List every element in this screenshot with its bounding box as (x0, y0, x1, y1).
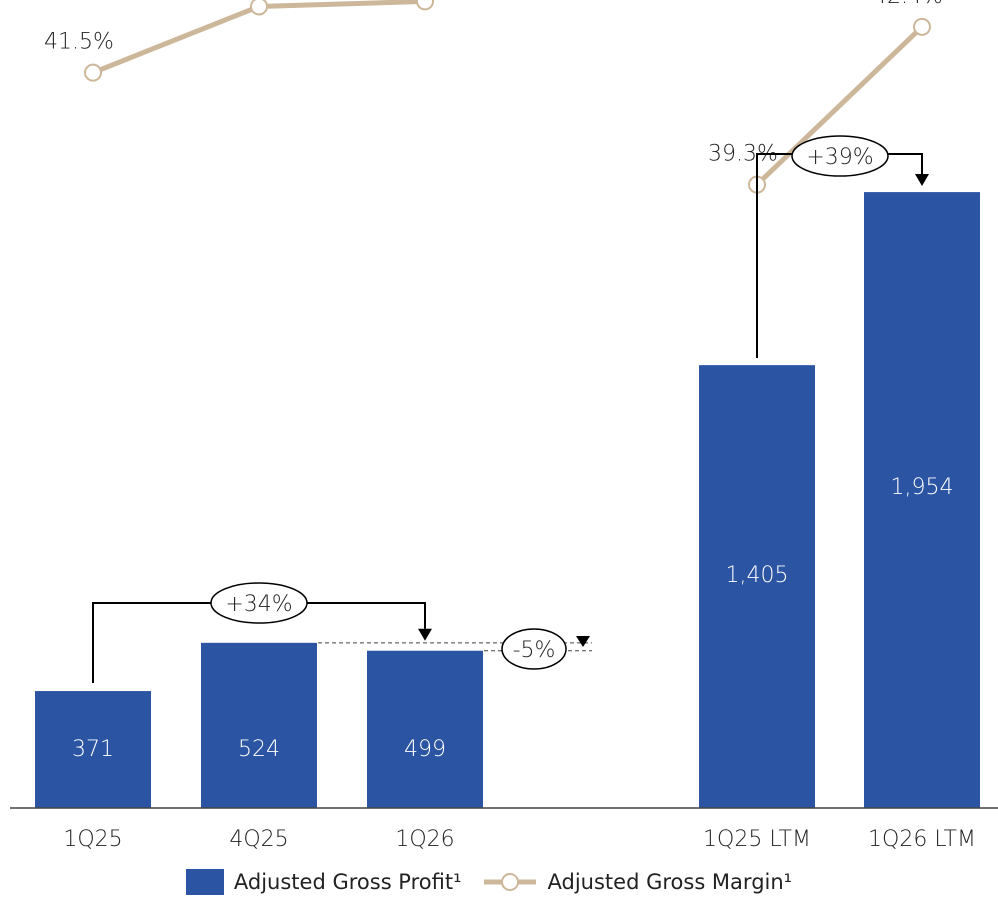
bar-1q25 (35, 691, 151, 808)
x-tick-1q25-ltm: 1Q25 LTM (703, 827, 811, 852)
annotation-1-label: +34% (225, 592, 292, 617)
x-tick-1q26: 1Q26 (395, 827, 454, 852)
x-tick-1q25: 1Q25 (63, 827, 122, 852)
margin-point-4q25 (250, 0, 268, 16)
annotation-arrow-1 (418, 628, 432, 641)
annotation-1-bubble (210, 582, 308, 624)
bar-label-1q25-ltm: 1,405 (726, 563, 789, 588)
x-tick-1q26-ltm: 1Q26 LTM (868, 827, 976, 852)
legend-swatch-gross-profit (185, 869, 224, 895)
x-tick-4q25: 4Q25 (229, 827, 288, 852)
annotation-3-bubble (791, 135, 889, 177)
margin-point-1q26 (416, 0, 434, 11)
bar-label-1q26-ltm: 1,954 (891, 475, 954, 500)
legend-swatch-gross-margin (482, 869, 538, 895)
bar-label-1q25: 371 (72, 737, 114, 762)
bar-1q26-ltm (864, 192, 980, 809)
legend: Adjusted Gross Profit¹ Adjusted Gross Ma… (0, 866, 998, 898)
bar-4q25 (201, 642, 317, 808)
x-axis: 1Q25 4Q25 1Q26 1Q25 LTM 1Q26 LTM (10, 807, 998, 852)
bar-1q25-ltm (699, 365, 815, 808)
bar-1q26 (367, 650, 483, 808)
margin-line-2 (754, 24, 925, 188)
annotation-2-label: -5% (513, 638, 556, 663)
annotation-arrow-2 (576, 636, 590, 647)
bar-label-4q25: 524 (238, 737, 280, 762)
margin-point-1q25 (84, 63, 102, 82)
annotation-2-bubble (501, 628, 567, 670)
margin-point-1q26-ltm (913, 17, 931, 36)
annotation-arrow-3 (915, 174, 929, 186)
bar-group: 371 524 499 1,405 1,954 (35, 192, 980, 809)
chart: 371 524 499 1,405 1,954 1Q25 4Q25 1Q26 1Q25 LTM… (10, 0, 998, 852)
legend-label-gross-profit: Adjusted Gross Profit¹ (233, 870, 462, 894)
legend-label-gross-margin: Adjusted Gross Margin¹ (547, 870, 793, 894)
margin-label-1q25: 41.5% (44, 30, 114, 55)
bar-label-1q26: 499 (404, 737, 446, 762)
annotation-3-label: +39% (806, 145, 873, 170)
margin-label-1q26-ltm: 42.4% (873, 0, 943, 9)
annotation-group: +34% -5% +39% (92, 135, 929, 684)
